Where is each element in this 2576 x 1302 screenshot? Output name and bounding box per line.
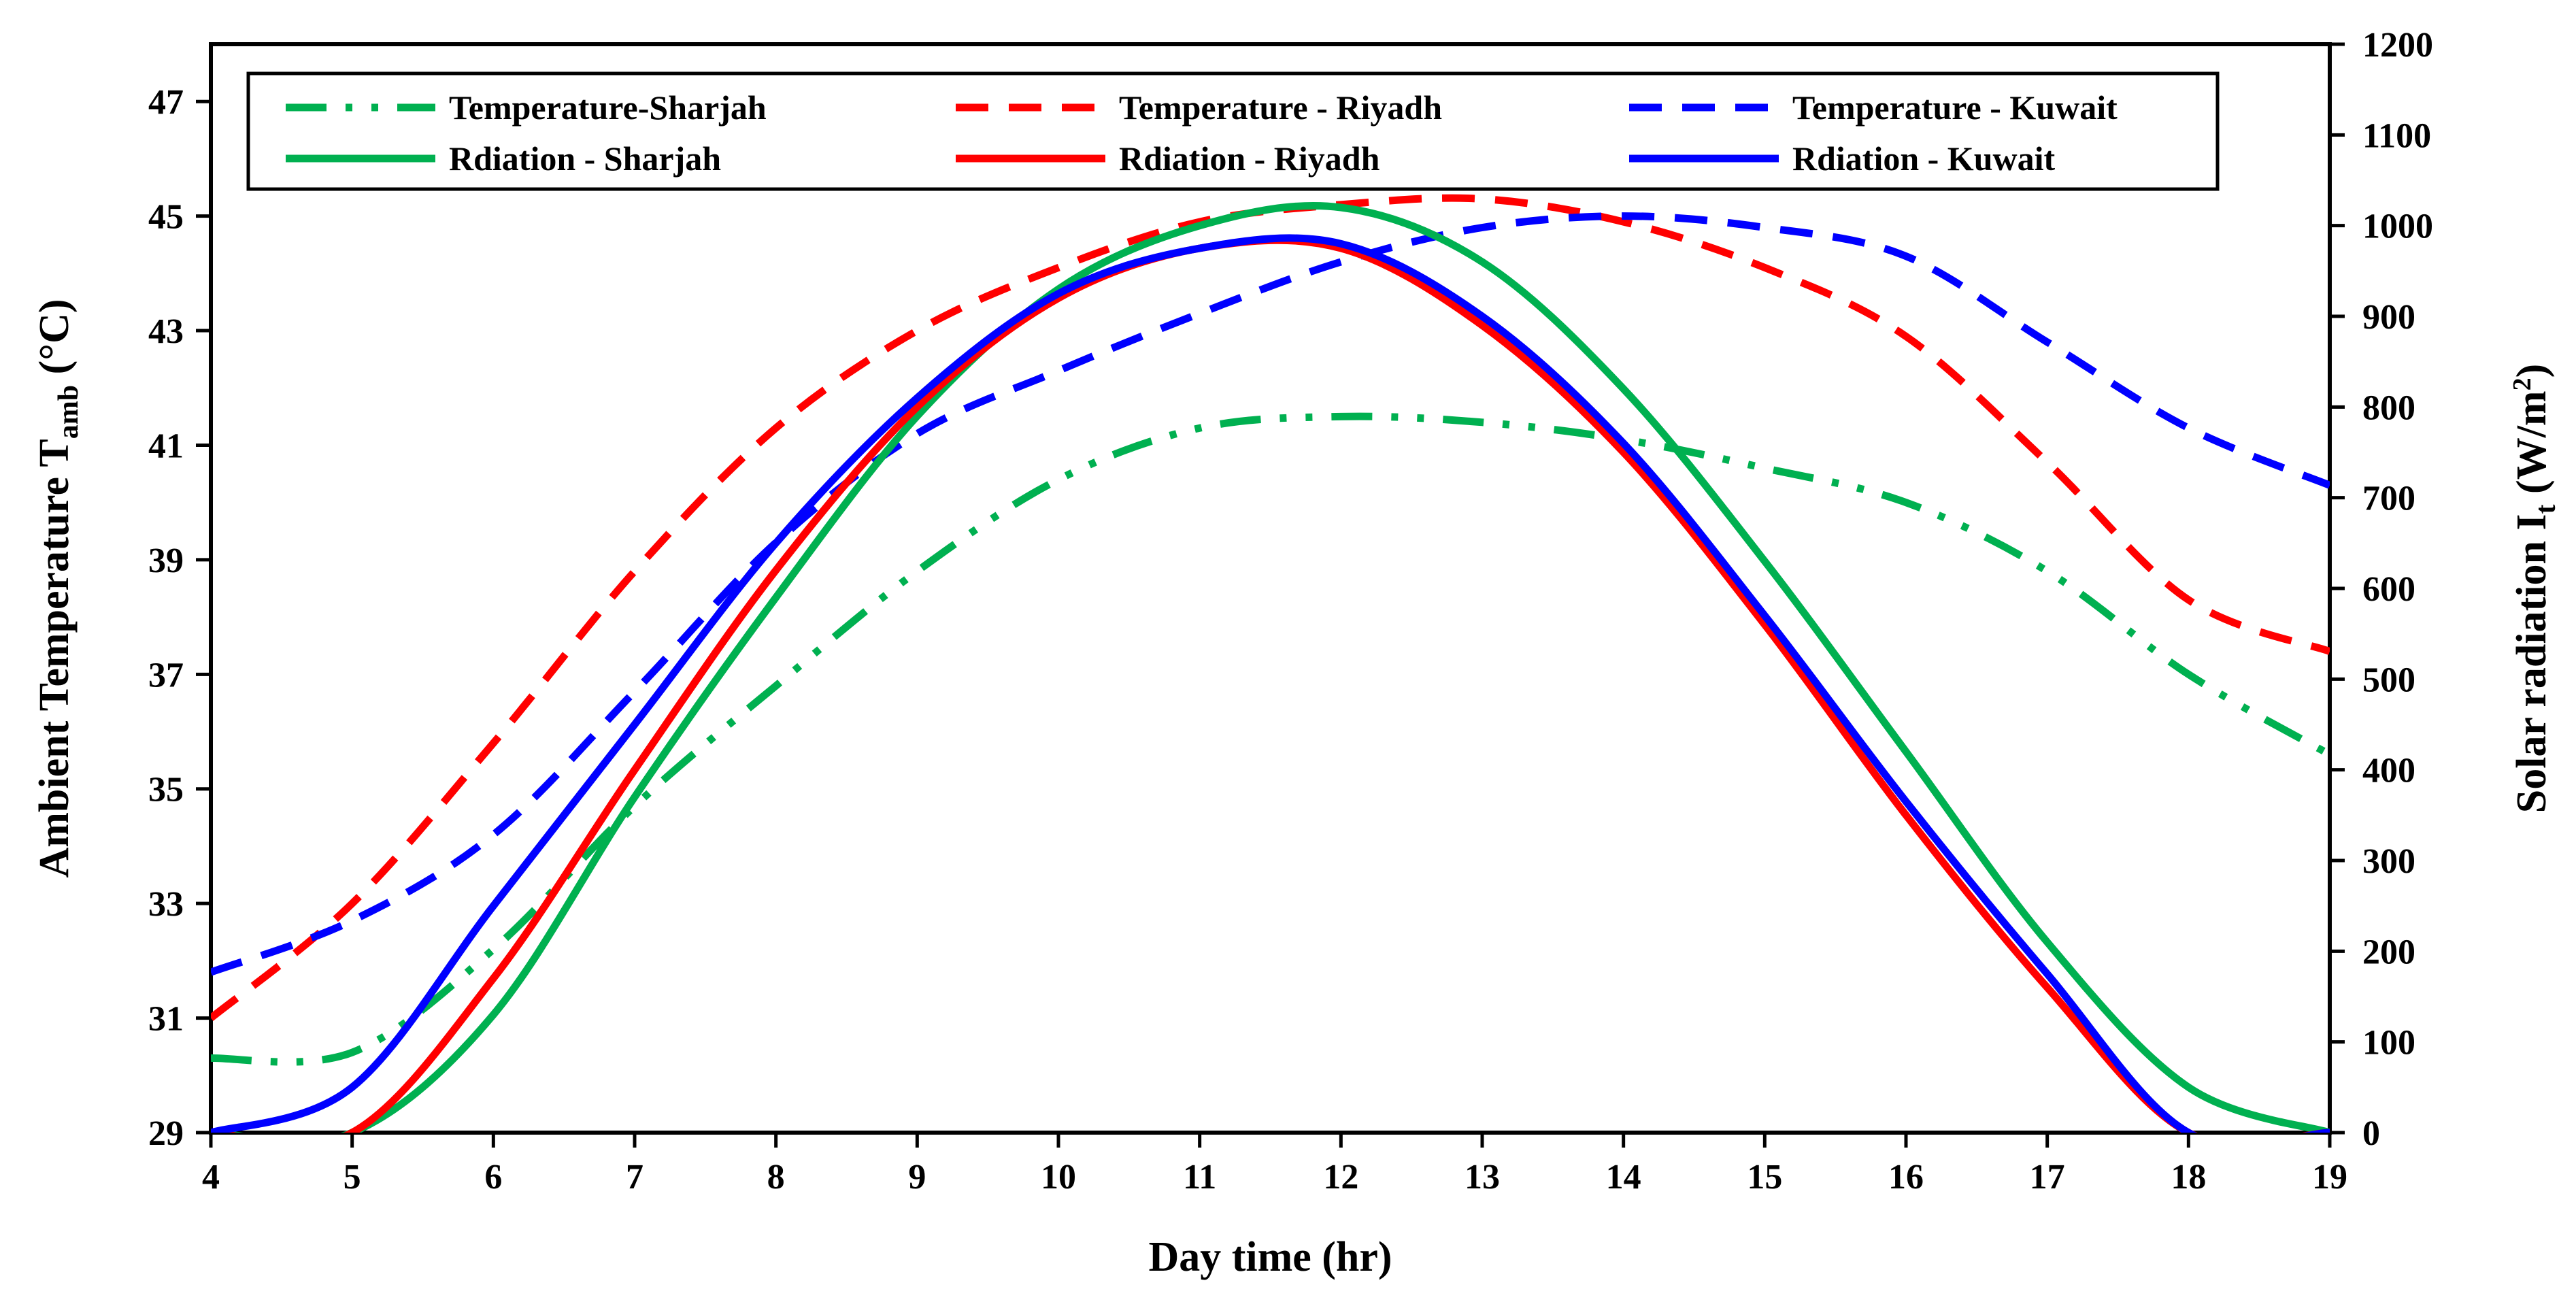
y-left-tick-label: 31	[148, 1000, 184, 1039]
y-left-tick-label: 47	[148, 83, 184, 122]
legend-label-rdiation-riyadh: Rdiation - Riyadh	[1119, 139, 1380, 178]
x-tick-label: 13	[1465, 1158, 1500, 1197]
x-tick-label: 17	[2030, 1158, 2065, 1197]
axes: 4 5 6 7 8 9 10 11 12 13 14 15 16 17 18 1929313335373941…	[148, 26, 2433, 1197]
x-tick-label: 8	[767, 1158, 785, 1197]
y-left-tick-label: 43	[148, 312, 184, 351]
y-right-tick-label: 0	[2362, 1114, 2380, 1153]
x-tick-label: 18	[2171, 1158, 2206, 1197]
series-layer	[211, 194, 2330, 1133]
y-right-tick-label: 500	[2362, 661, 2415, 699]
axis-titles: Day time (hr) Ambient Temperature Tamb (°…	[31, 299, 2562, 1280]
legend: Temperature-Sharjah Temperature - Riyadh T…	[246, 71, 2220, 191]
y-left-tick-label: 37	[148, 656, 184, 695]
y-right-tick-label: 400	[2362, 752, 2415, 790]
series-line-rdiation-kuwait	[211, 234, 2330, 1133]
y-left-tick-label: 35	[148, 771, 184, 809]
legend-box	[246, 71, 2220, 191]
x-tick-label: 7	[626, 1158, 643, 1197]
series-line-rdiation-riyadh	[211, 236, 2330, 1133]
x-tick-label: 16	[1888, 1158, 1924, 1197]
y-right-tick-label: 1200	[2362, 26, 2433, 65]
legend-label-rdiation-sharjah: Rdiation - Sharjah	[449, 139, 721, 178]
y-right-tick-label: 1100	[2362, 116, 2431, 155]
y-right-tick-label: 600	[2362, 570, 2415, 609]
y-right-tick-label: 300	[2362, 842, 2415, 881]
y-right-axis-title: Solar radiation It (W/m2)	[2508, 364, 2562, 814]
x-tick-label: 12	[1323, 1158, 1358, 1197]
x-tick-label: 5	[344, 1158, 361, 1197]
x-tick-label: 11	[1183, 1158, 1216, 1197]
legend-label-temperature-sharjah: Temperature-Sharjah	[449, 88, 767, 127]
x-tick-label: 4	[202, 1158, 220, 1197]
x-axis-title: Day time (hr)	[1148, 1234, 1392, 1280]
x-tick-label: 10	[1041, 1158, 1076, 1197]
series-line-temperature-sharjah	[211, 412, 2330, 1066]
x-tick-label: 6	[484, 1158, 502, 1197]
series-line-temperature-kuwait	[211, 212, 2330, 976]
x-tick-label: 9	[908, 1158, 926, 1197]
x-tick-label: 19	[2312, 1158, 2347, 1197]
x-tick-label: 15	[1747, 1158, 1782, 1197]
y-left-axis-title: Ambient Temperature Tamb (°C)	[31, 299, 84, 878]
legend-label-temperature-kuwait: Temperature - Kuwait	[1792, 88, 2118, 127]
series-line-rdiation-sharjah	[211, 201, 2330, 1133]
y-right-tick-label: 1000	[2362, 207, 2433, 246]
y-right-tick-label: 200	[2362, 933, 2415, 971]
y-left-tick-label: 41	[148, 427, 184, 465]
legend-label-rdiation-kuwait: Rdiation - Kuwait	[1792, 139, 2056, 178]
y-left-tick-label: 29	[148, 1114, 184, 1153]
y-left-tick-label: 33	[148, 885, 184, 924]
y-left-tick-label: 45	[148, 198, 184, 237]
legend-label-temperature-riyadh: Temperature - Riyadh	[1119, 88, 1442, 127]
y-right-tick-label: 900	[2362, 298, 2415, 337]
y-right-tick-label: 100	[2362, 1024, 2415, 1063]
y-left-tick-label: 39	[148, 541, 184, 580]
y-right-tick-label: 800	[2362, 388, 2415, 427]
x-tick-label: 14	[1606, 1158, 1641, 1197]
y-right-tick-label: 700	[2362, 480, 2415, 518]
